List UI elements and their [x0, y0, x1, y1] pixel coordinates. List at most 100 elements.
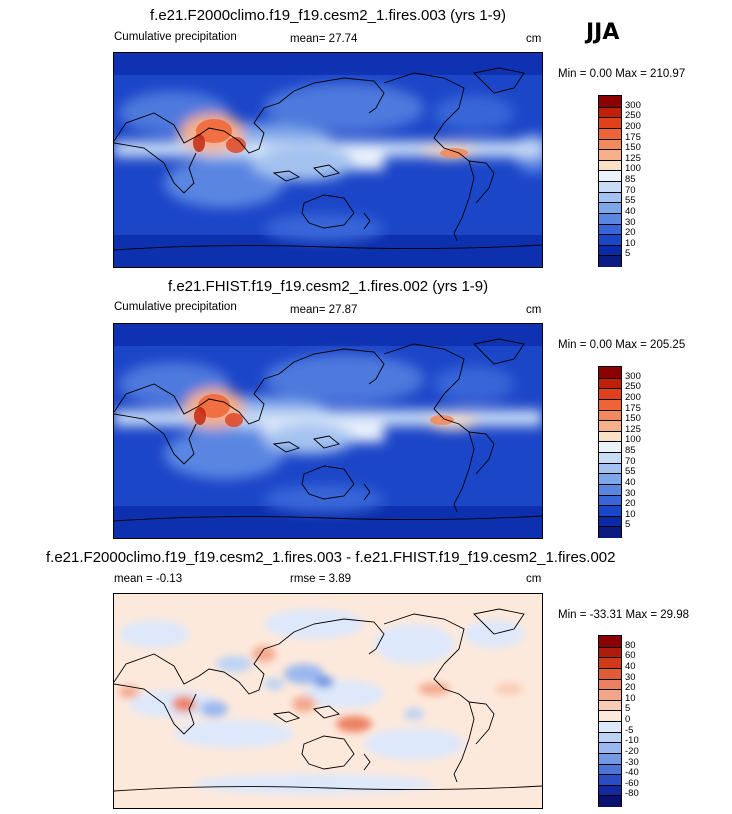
- colorbar-level-label: 175: [625, 402, 641, 414]
- panel3-diff-field: [114, 594, 542, 808]
- colorbar-swatch: [599, 784, 621, 797]
- colorbar-swatch: [599, 212, 621, 225]
- colorbar-swatch: [599, 462, 621, 475]
- panel2-precip-field: [114, 324, 542, 538]
- colorbar-level-label: 70: [625, 455, 636, 467]
- colorbar-swatch: [599, 181, 621, 193]
- colorbar-level-label: 40: [625, 660, 636, 672]
- colorbar-swatch: [599, 678, 621, 691]
- colorbar-level-label: 125: [625, 423, 641, 435]
- colorbar-level-label: 200: [625, 391, 641, 403]
- panel2-mean: mean= 27.87: [290, 304, 358, 316]
- colorbar-swatch: [599, 138, 621, 151]
- panel3-title: f.e21.F2000climo.f19_f19.cesm2_1.fires.0…: [46, 549, 616, 566]
- colorbar-swatch: [599, 430, 621, 443]
- colorbar-swatch: [599, 255, 621, 267]
- colorbar-swatch: [599, 646, 621, 659]
- panel1-precip-field: [114, 53, 542, 267]
- colorbar-swatch: [599, 420, 621, 432]
- colorbar-level-label: 300: [625, 370, 641, 382]
- colorbar-swatch: [599, 96, 621, 107]
- colorbar-level-label: 5: [625, 248, 631, 260]
- colorbar-level-label: 80: [625, 639, 636, 651]
- colorbar-swatch: [599, 795, 621, 807]
- colorbar-swatch: [599, 515, 621, 528]
- colorbar-level-label: 150: [625, 142, 641, 154]
- colorbar-level-label: -5: [625, 724, 634, 736]
- colorbar-level-label: 70: [625, 184, 636, 196]
- panel1-mean: mean= 27.74: [290, 33, 358, 45]
- colorbar-swatch: [599, 244, 621, 257]
- colorbar-swatch: [599, 367, 621, 378]
- panel2-variable: Cumulative precipitation: [114, 301, 237, 313]
- colorbar-swatch: [599, 774, 621, 786]
- colorbar-swatch: [599, 170, 621, 182]
- colorbar-level-label: 100: [625, 434, 641, 446]
- colorbar-swatch: [599, 223, 621, 236]
- colorbar-level-label: 0: [625, 714, 631, 725]
- colorbar-swatch: [599, 763, 621, 776]
- colorbar-swatch: [599, 191, 621, 204]
- season-label: JJA: [586, 20, 620, 45]
- panel1-map: [113, 52, 543, 268]
- colorbar-level-label: 85: [625, 174, 636, 185]
- colorbar-level-label: 10: [625, 692, 636, 704]
- colorbar-swatch: [599, 636, 621, 647]
- colorbar-level-label: 5: [625, 703, 631, 715]
- colorbar-swatch: [599, 473, 621, 485]
- panel3-mean: mean = -0.13: [114, 573, 183, 585]
- colorbar-swatch: [599, 710, 621, 722]
- panel3-map: [113, 593, 543, 809]
- colorbar-level-label: -20: [625, 745, 639, 757]
- colorbar-swatch: [599, 731, 621, 744]
- colorbar-level-label: 10: [625, 237, 636, 249]
- colorbar-swatch: [599, 752, 621, 765]
- colorbar-swatch: [599, 657, 621, 669]
- colorbar-level-label: 150: [625, 413, 641, 425]
- colorbar-level-label: 40: [625, 205, 636, 217]
- panel2-map: [113, 323, 543, 539]
- panel1-unit: cm: [526, 33, 542, 45]
- panel3-coastlines: [114, 608, 542, 792]
- colorbar-swatch: [599, 159, 621, 172]
- colorbar-swatch: [599, 526, 621, 538]
- colorbar-swatch: [599, 398, 621, 411]
- colorbar-swatch: [599, 441, 621, 453]
- colorbar-swatch: [599, 494, 621, 507]
- colorbar-level-label: 300: [625, 99, 641, 111]
- colorbar-level-label: 20: [625, 498, 636, 510]
- panel1-coastlines: [114, 67, 542, 251]
- panel2-coastlines: [114, 338, 542, 522]
- panel3-unit: cm: [526, 573, 542, 585]
- colorbar-swatch: [599, 149, 621, 161]
- colorbar-swatch: [599, 377, 621, 390]
- panel2-minmax: Min = 0.00 Max = 205.25: [558, 339, 686, 351]
- panel2-title: f.e21.FHIST.f19_f19.cesm2_1.fires.002 (y…: [168, 278, 489, 295]
- colorbar-level-label: 20: [625, 227, 636, 239]
- panel3-colorbar: [598, 635, 622, 807]
- colorbar-level-label: 200: [625, 120, 641, 132]
- panel3-minmax: Min = -33.31 Max = 29.98: [558, 609, 690, 621]
- colorbar-swatch: [599, 452, 621, 464]
- colorbar-swatch: [599, 483, 621, 496]
- colorbar-swatch: [599, 127, 621, 140]
- panel1-colorbar: [598, 95, 622, 267]
- colorbar-level-label: -80: [625, 788, 639, 800]
- panel1-title: f.e21.F2000climo.f19_f19.cesm2_1.fires.0…: [150, 7, 507, 24]
- colorbar-level-label: 175: [625, 131, 641, 143]
- colorbar-level-label: 30: [625, 216, 636, 228]
- colorbar-level-label: 40: [625, 476, 636, 488]
- colorbar-swatch: [599, 409, 621, 422]
- colorbar-swatch: [599, 106, 621, 119]
- colorbar-swatch: [599, 505, 621, 517]
- colorbar-level-label: -30: [625, 756, 639, 768]
- colorbar-level-label: -60: [625, 777, 639, 789]
- panel2-colorbar: [598, 366, 622, 538]
- colorbar-level-label: 5: [625, 519, 631, 531]
- colorbar-level-label: 20: [625, 682, 636, 694]
- colorbar-level-label: 85: [625, 445, 636, 456]
- colorbar-swatch: [599, 742, 621, 754]
- colorbar-swatch: [599, 234, 621, 246]
- colorbar-level-label: 60: [625, 650, 636, 662]
- panel2-unit: cm: [526, 304, 542, 316]
